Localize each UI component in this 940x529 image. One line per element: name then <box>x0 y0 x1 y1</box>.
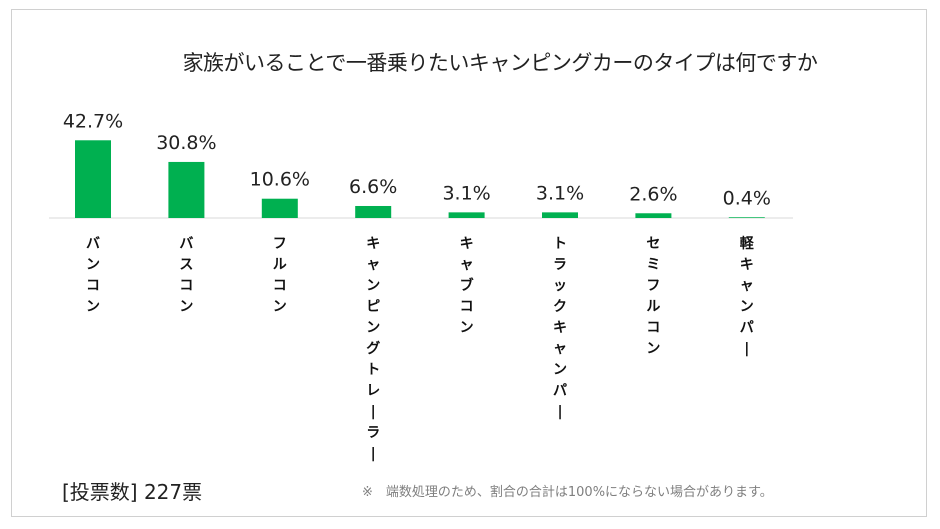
category-label-1: バンコン <box>86 236 100 315</box>
category-label-3: フルコン <box>273 236 287 315</box>
bar-7 <box>635 213 672 218</box>
bar-8 <box>728 217 765 218</box>
category-label-2: バスコン <box>179 236 193 315</box>
vote-count: [投票数] 227票 <box>62 480 203 504</box>
value-label-8: 0.4% <box>723 187 771 209</box>
value-label-3: 10.6% <box>250 169 310 191</box>
value-label-7: 2.6% <box>629 183 677 205</box>
bar-6 <box>542 212 578 218</box>
bar-2 <box>168 161 205 218</box>
bar-5 <box>448 212 485 218</box>
bar-3 <box>261 198 298 218</box>
rounding-note: ※ 端数処理のため、割合の合計は100%にならない場合があります。 <box>362 485 773 500</box>
category-label-7: セミフルコン <box>646 236 660 357</box>
bar-1 <box>75 140 111 218</box>
chart-title: 家族がいることで一番乗りたいキャンピングカーのタイプは何ですか <box>182 51 818 75</box>
chart-frame <box>11 9 927 517</box>
value-label-4: 6.6% <box>349 176 397 198</box>
category-label-4: キャンピングトレ|ラ| <box>366 236 380 462</box>
category-label-8: 軽キャンパ| <box>740 235 755 357</box>
value-label-1: 42.7% <box>63 110 123 132</box>
value-label-6: 3.1% <box>536 182 584 204</box>
category-label-6: トラックキャンパ| <box>553 236 567 420</box>
value-label-2: 30.8% <box>156 132 216 154</box>
bar-4 <box>355 205 392 218</box>
category-label-5: キャブコン <box>460 236 474 336</box>
value-label-5: 3.1% <box>442 182 490 204</box>
